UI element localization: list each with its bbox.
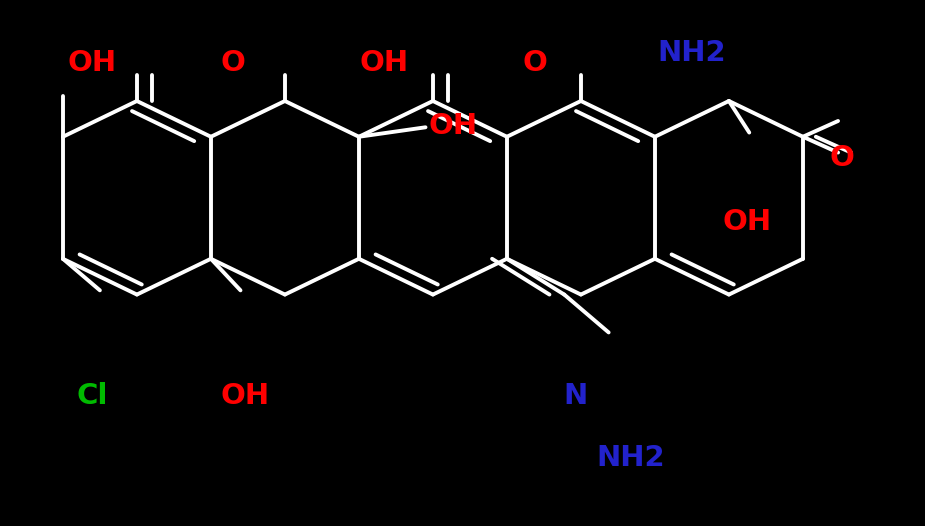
Text: OH: OH [428,112,478,140]
Text: N: N [563,381,587,410]
Text: OH: OH [220,381,270,410]
Text: OH: OH [68,49,117,77]
Text: O: O [523,49,547,77]
Text: OH: OH [359,49,409,77]
Text: NH2: NH2 [658,38,726,67]
Text: OH: OH [722,208,772,236]
Text: NH2: NH2 [597,443,665,472]
Text: O: O [221,49,245,77]
Text: O: O [830,144,854,172]
Text: Cl: Cl [77,381,108,410]
